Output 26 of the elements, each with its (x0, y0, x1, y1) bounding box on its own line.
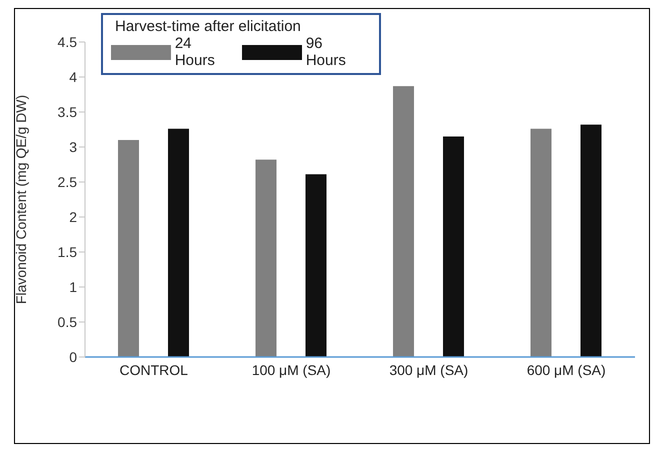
x-tick-label: CONTROL (120, 362, 188, 378)
bar (580, 124, 602, 357)
bar (530, 128, 552, 357)
y-tick-label: 1.5 (58, 244, 78, 260)
y-tick-label: 0.5 (58, 314, 78, 330)
bar (306, 174, 326, 357)
bar (393, 86, 414, 357)
y-tick-label: 2 (69, 208, 78, 225)
y-tick-label: 0 (69, 348, 78, 365)
x-tick-label: 300 μM (SA) (389, 362, 468, 378)
y-tick-label: 2.5 (58, 174, 78, 190)
y-tick-label: 3 (69, 138, 78, 155)
legend-title: Harvest-time after elicitation (115, 18, 302, 35)
bar (256, 160, 276, 357)
y-tick-label: 3.5 (58, 104, 78, 120)
legend-label: 24 Hours (174, 35, 216, 69)
bar (443, 136, 464, 357)
y-axis-title: Flavonoid Content (mg QE/g DW) (12, 94, 29, 304)
y-tick-label: 4 (69, 68, 78, 85)
bar (118, 140, 139, 357)
x-tick-label: 100 μM (SA) (252, 362, 331, 378)
legend-label: 96 Hours (306, 35, 347, 69)
y-tick-label: 4.5 (58, 34, 78, 50)
x-tick-label: 600 μM (SA) (526, 362, 606, 378)
y-tick-label: 1 (69, 278, 78, 295)
bar (168, 128, 189, 357)
